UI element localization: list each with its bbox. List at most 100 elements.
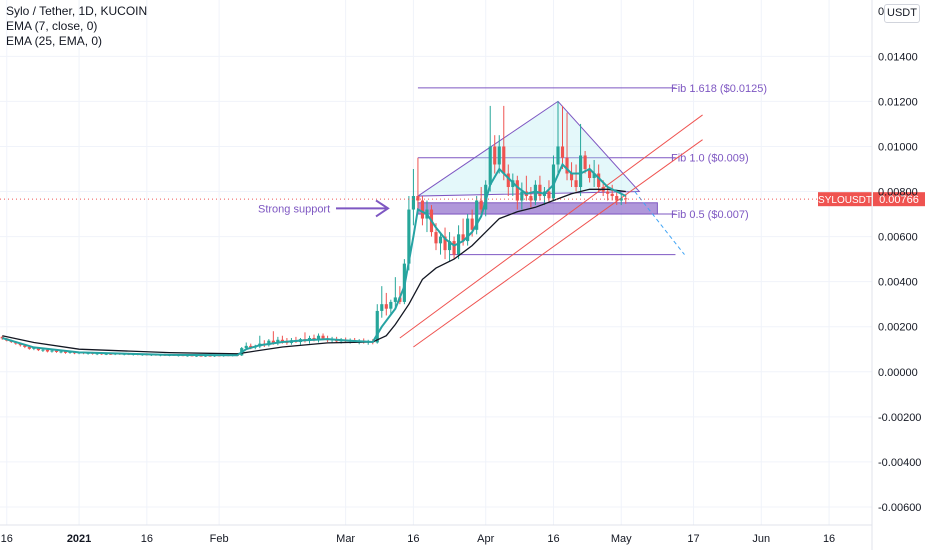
candle-body bbox=[249, 345, 253, 348]
price-tag-bg bbox=[873, 192, 925, 207]
currency-unit-button[interactable]: USDT bbox=[884, 4, 920, 23]
symbol-tag-bg bbox=[818, 192, 872, 207]
candle-body bbox=[461, 234, 465, 242]
candle-body bbox=[271, 340, 275, 343]
candle-body bbox=[276, 339, 280, 343]
candle-body bbox=[321, 335, 325, 339]
candle-body bbox=[389, 301, 393, 309]
x-tick-label: Mar bbox=[336, 533, 355, 545]
candle-body bbox=[457, 234, 461, 255]
candle-body bbox=[411, 196, 415, 210]
support-arrow-head bbox=[375, 199, 390, 218]
y-tick-label: -0.00200 bbox=[878, 412, 921, 424]
candle-body bbox=[597, 173, 601, 188]
y-tick-label: 0.00800 bbox=[878, 187, 918, 199]
y-tick-label: 0.01000 bbox=[878, 141, 918, 153]
symbol-title[interactable]: Sylo / Tether, 1D, KUCOIN bbox=[6, 4, 148, 18]
candle-body bbox=[466, 218, 470, 242]
y-tick-label: 0.00400 bbox=[878, 277, 918, 289]
candle-body bbox=[416, 196, 420, 201]
y-tick-label: 0.01400 bbox=[878, 51, 918, 63]
projection-line bbox=[634, 191, 685, 255]
candle-body bbox=[420, 200, 425, 219]
pattern-drawings bbox=[399, 100, 703, 348]
channel-line bbox=[399, 114, 703, 339]
candle-body bbox=[493, 146, 497, 165]
support-label: Strong support bbox=[258, 203, 330, 215]
x-tick-label: 17 bbox=[687, 533, 699, 545]
candle-body bbox=[578, 155, 583, 188]
y-axis: 0.01400 0.01200 0.01000 0.00800 0.00600 0.004… bbox=[871, 0, 921, 550]
candle-body bbox=[592, 173, 596, 179]
candle-body bbox=[538, 184, 542, 197]
y-tick-label: 0.00600 bbox=[878, 232, 918, 244]
candle-body bbox=[375, 310, 379, 343]
candle-body bbox=[280, 339, 284, 342]
y-tick-label: 0.01200 bbox=[878, 96, 918, 108]
axis-top-value: 0 bbox=[878, 6, 885, 18]
candle-body bbox=[479, 200, 483, 210]
x-tick-label: Jun bbox=[752, 533, 770, 545]
ema7-line bbox=[2, 162, 627, 357]
candle-body bbox=[434, 232, 438, 244]
candle-body bbox=[50, 350, 54, 352]
chart-legend: Sylo / Tether, 1D, KUCOIN EMA (7, close,… bbox=[6, 4, 147, 49]
candle-body bbox=[393, 297, 397, 302]
x-tick-label: 2021 bbox=[67, 533, 91, 545]
candle-body bbox=[63, 351, 68, 353]
x-tick-label: 16 bbox=[823, 533, 835, 545]
candle-body bbox=[36, 347, 40, 351]
symbol-tag: SYLOUSDT bbox=[818, 195, 872, 206]
candle-body bbox=[497, 146, 501, 165]
candle-body bbox=[565, 157, 569, 174]
triangle-pattern bbox=[416, 100, 641, 197]
annotations: Strong support SYLOUSDT 0.00766 bbox=[0, 192, 925, 218]
candle-body bbox=[475, 200, 479, 230]
candle-body bbox=[533, 184, 537, 201]
candle-body bbox=[41, 349, 45, 351]
candle-body bbox=[380, 304, 384, 311]
candle-body bbox=[438, 236, 443, 244]
candle-body bbox=[606, 191, 610, 194]
candle-body bbox=[316, 335, 321, 341]
fib-label: Fib 1.618 ($0.0125) bbox=[671, 83, 767, 95]
x-tick-label: 16 bbox=[407, 533, 419, 545]
candle-body bbox=[560, 146, 565, 158]
candle-body bbox=[588, 168, 592, 179]
channel-line bbox=[413, 139, 703, 348]
candle-body bbox=[506, 173, 510, 188]
candle-body bbox=[502, 146, 506, 174]
grid-lines bbox=[0, 0, 872, 525]
candle-body bbox=[615, 196, 619, 201]
ema7-legend[interactable]: EMA (7, close, 0) bbox=[6, 19, 98, 33]
candle-body bbox=[619, 198, 623, 201]
candle-body bbox=[54, 350, 59, 352]
candle-body bbox=[515, 180, 519, 201]
y-tick-label: -0.00400 bbox=[878, 457, 921, 469]
candle-body bbox=[529, 196, 533, 201]
candle-body bbox=[45, 349, 50, 352]
x-tick-label: 16 bbox=[1, 533, 13, 545]
candle-body bbox=[443, 236, 447, 251]
candle-body bbox=[68, 351, 72, 353]
candle-body bbox=[0, 336, 4, 339]
y-tick-label: 0.00000 bbox=[878, 367, 918, 379]
candle-body bbox=[547, 191, 551, 199]
candle-body bbox=[244, 345, 248, 349]
candle-body bbox=[23, 345, 27, 347]
candle-body bbox=[556, 146, 560, 165]
candle-body bbox=[104, 353, 108, 355]
ema25-legend[interactable]: EMA (25, EMA, 0) bbox=[6, 34, 103, 48]
x-axis: 16 2021 16 Feb Mar 16 Apr 16 May 17 Jun 16 bbox=[0, 524, 872, 545]
y-tick-label: 0.00200 bbox=[878, 322, 918, 334]
y-tick-label: -0.00600 bbox=[878, 502, 921, 514]
candle-body bbox=[59, 351, 63, 353]
candle-body bbox=[574, 180, 578, 188]
candle-body bbox=[384, 304, 388, 309]
x-tick-label: Apr bbox=[477, 533, 494, 545]
candle-body bbox=[569, 173, 574, 181]
x-tick-label: May bbox=[611, 533, 632, 545]
candle-body bbox=[27, 346, 31, 349]
candle-body bbox=[488, 146, 492, 185]
